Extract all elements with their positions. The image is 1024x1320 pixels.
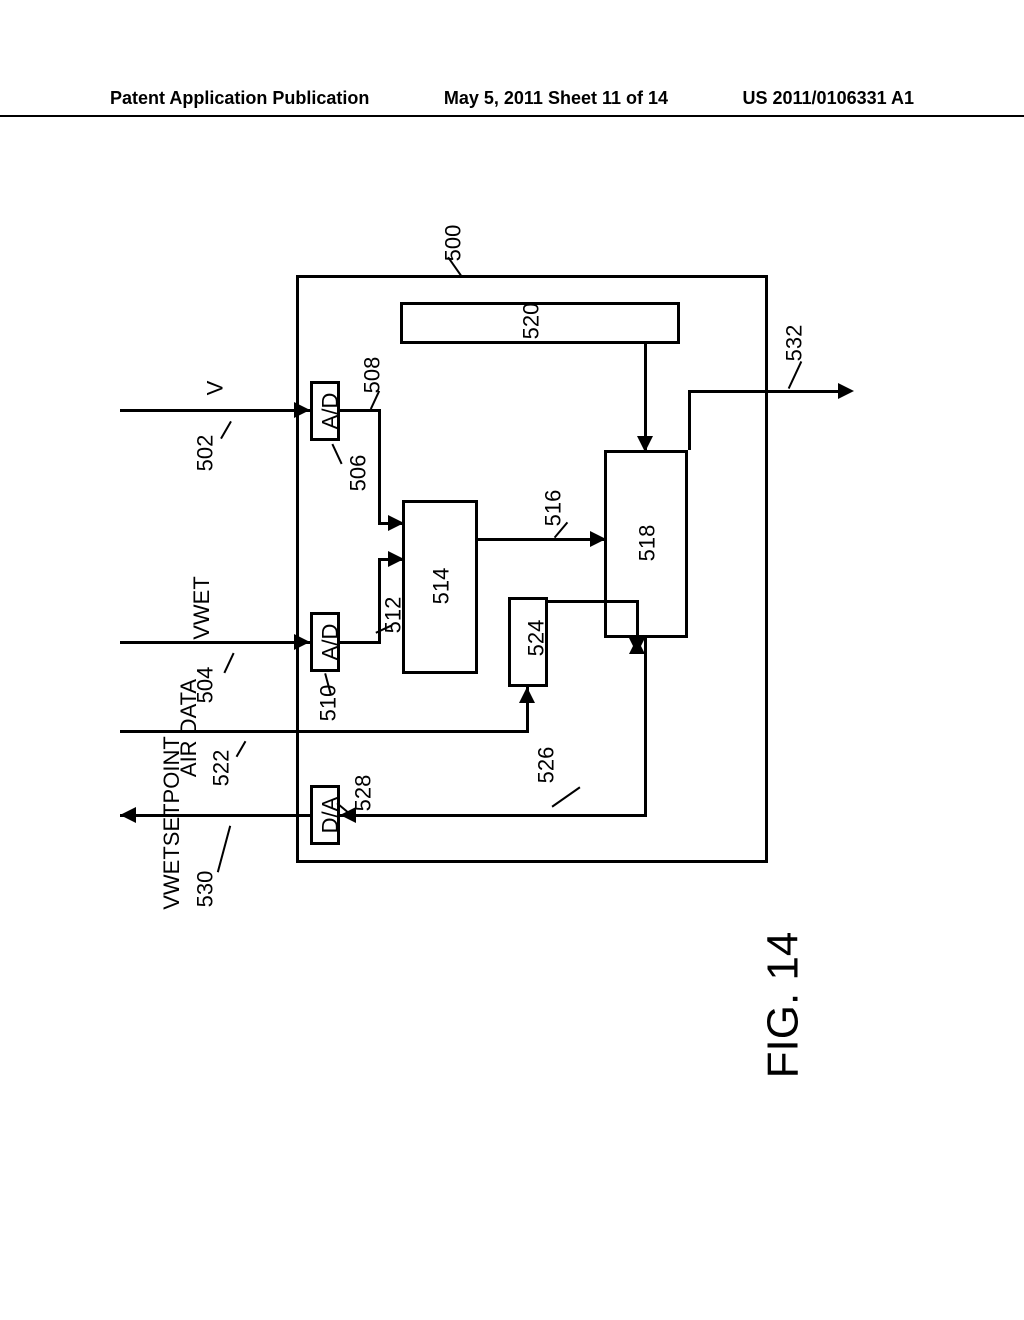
ref-524: 524 — [523, 620, 549, 657]
arrow-512-h — [340, 641, 380, 644]
arrow-520-to-518-head — [637, 436, 653, 452]
arrow-524-518-head — [629, 638, 645, 654]
arrow-532-head — [838, 383, 854, 399]
leader-504 — [223, 653, 234, 674]
leader-532 — [788, 361, 802, 389]
leader-522 — [236, 741, 247, 758]
ref-518: 518 — [634, 525, 660, 562]
header-left: Patent Application Publication — [110, 88, 369, 109]
arrow-vwet — [120, 641, 310, 644]
ref-514: 514 — [428, 568, 454, 605]
arrow-532-h — [688, 390, 850, 393]
label-vwetset: VWETSETPOINT — [159, 736, 185, 910]
label-v: V — [202, 381, 228, 396]
ref-520: 520 — [518, 303, 544, 340]
arrow-532-v — [688, 390, 691, 450]
page-header: Patent Application Publication May 5, 20… — [0, 88, 1024, 109]
ref-526: 526 — [533, 747, 559, 784]
header-center: May 5, 2011 Sheet 11 of 14 — [444, 88, 668, 109]
arrow-524-to-518-stub — [636, 600, 639, 640]
leader-502 — [220, 421, 232, 439]
arrow-512-head — [388, 551, 404, 567]
ref-516: 516 — [540, 490, 566, 527]
ref-506: 506 — [345, 455, 371, 492]
arrow-508-v — [378, 409, 381, 524]
ref-530: 530 — [192, 871, 218, 908]
arrow-508-h — [340, 409, 380, 412]
arrow-524-to-518-h — [548, 600, 638, 603]
arrow-526-v — [644, 638, 647, 816]
arrow-508-head — [388, 515, 404, 531]
header-right: US 2011/0106331 A1 — [743, 88, 914, 109]
arrow-vwet-head — [294, 634, 310, 650]
arrow-516 — [478, 538, 604, 541]
ref-532: 532 — [781, 325, 807, 362]
figure-caption: FIG. 14 — [758, 932, 808, 1079]
header-rule — [0, 115, 1024, 117]
arrow-516-head — [590, 531, 606, 547]
arrow-520-to-518 — [644, 344, 647, 450]
arrow-v-head — [294, 402, 310, 418]
arrow-v — [120, 409, 310, 412]
label-vwet: VWET — [189, 576, 215, 640]
ref-528: 528 — [350, 775, 376, 812]
block-diagram: 514 518 520 524 A/D A/D D/A V 502 506 50… — [120, 160, 900, 1160]
ref-522: 522 — [208, 750, 234, 787]
arrow-airdata-head — [519, 687, 535, 703]
arrow-526-h — [340, 814, 647, 817]
ref-502: 502 — [192, 435, 218, 472]
ref-508: 508 — [359, 357, 385, 394]
ref-500: 500 — [440, 225, 466, 262]
